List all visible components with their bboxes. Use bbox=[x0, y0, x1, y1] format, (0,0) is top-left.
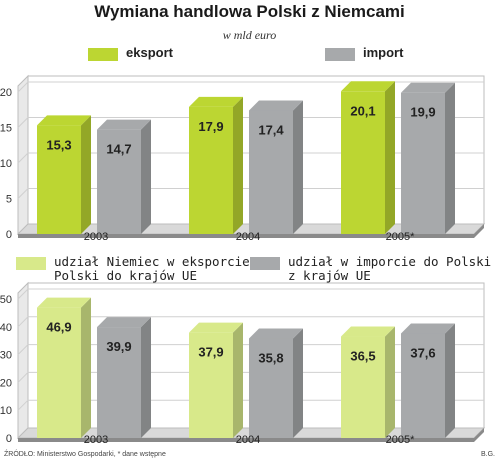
chart-1-bar-side bbox=[141, 317, 151, 438]
chart-1-ytick-label: 20 bbox=[0, 377, 12, 389]
chart-1-ytick-label: 0 bbox=[6, 433, 12, 445]
chart-0-bar-top bbox=[37, 115, 91, 126]
chart-0-bar-top bbox=[189, 96, 243, 107]
chart-1-bar bbox=[249, 338, 293, 438]
chart-1-value-label: 37,9 bbox=[198, 345, 223, 360]
chart-1-xtick-label: 2003 bbox=[84, 434, 108, 446]
legend-swatch-export-share bbox=[16, 257, 46, 270]
chart-0-ytick-label: 10 bbox=[0, 158, 12, 170]
chart-0-bar bbox=[37, 125, 81, 234]
legend-label-import: import bbox=[363, 45, 404, 60]
chart-1-bar bbox=[401, 333, 445, 438]
chart-1-bar-side bbox=[445, 323, 455, 438]
legend-label-export-share: udział Niemiec w eksporcie Polski do kra… bbox=[54, 255, 250, 283]
chart-0-bar-side bbox=[233, 96, 243, 234]
chart-0-bar-side bbox=[81, 115, 91, 234]
chart-1-bar-top bbox=[401, 323, 455, 334]
chart-1-ytick-label: 10 bbox=[0, 405, 12, 417]
chart-1-value-label: 35,8 bbox=[258, 350, 283, 365]
legend-label-export-share-line1: udział Niemiec w eksporcie bbox=[54, 254, 250, 269]
chart-1-value-label: 37,6 bbox=[410, 345, 435, 360]
chart-1-bar bbox=[189, 332, 233, 438]
legend-label-export-share-line2: Polski do krajów UE bbox=[54, 268, 197, 283]
chart-0-bar-top bbox=[401, 82, 455, 93]
chart-0-bar bbox=[249, 110, 293, 234]
chart-0-ytick-label: 15 bbox=[0, 123, 12, 135]
chart-0-bar-top bbox=[97, 119, 151, 130]
chart-1-value-label: 36,5 bbox=[350, 349, 375, 364]
legend-item-import: import bbox=[325, 46, 403, 61]
chart-1-xtick-label: 2005* bbox=[386, 434, 415, 446]
chart-1-bar-top bbox=[189, 322, 243, 333]
chart-0-bar bbox=[401, 92, 445, 235]
legend-label-eksport: eksport bbox=[126, 45, 173, 60]
chart-0-value-label: 20,1 bbox=[350, 103, 375, 118]
legend-swatch-import bbox=[325, 48, 355, 61]
chart-0-bar-side bbox=[445, 82, 455, 235]
chart-1-gridline bbox=[17, 288, 484, 300]
legend-item-import-share: udział w imporcie do Polski z krajów UE bbox=[250, 255, 491, 283]
chart-0-gridline bbox=[17, 81, 484, 93]
chart-0-bar bbox=[189, 106, 233, 234]
legend-swatch-import-share bbox=[250, 257, 280, 270]
chart-0-value-label: 17,9 bbox=[198, 119, 223, 134]
chart-1-gridline bbox=[17, 371, 484, 383]
chart-1-bar-top bbox=[37, 297, 91, 308]
chart-0-value-label: 19,9 bbox=[410, 105, 435, 120]
chart-0-bar-side bbox=[293, 100, 303, 235]
chart-0-gridline bbox=[17, 152, 484, 164]
chart-0-ytick-label: 0 bbox=[6, 229, 12, 241]
legend-item-eksport: eksport bbox=[88, 46, 173, 61]
chart-1-gridline bbox=[17, 344, 484, 355]
chart-1-xtick-label: 2004 bbox=[236, 434, 260, 446]
chart-1-ytick-label: 50 bbox=[0, 294, 12, 306]
chart-1-gridline bbox=[17, 316, 484, 328]
chart-0-bar bbox=[341, 91, 385, 234]
chart-0-value-label: 15,3 bbox=[46, 137, 71, 152]
chart-0-value-label: 17,4 bbox=[258, 122, 284, 137]
chart-1-bar-top bbox=[249, 328, 303, 339]
legend-label-import-share-line1: udział w imporcie do Polski bbox=[288, 254, 492, 269]
chart-0-bar-top bbox=[341, 81, 395, 92]
chart-0-gridline bbox=[17, 117, 484, 128]
chart-1-bar-side bbox=[385, 326, 395, 438]
chart-subtitle: w mld euro bbox=[222, 28, 277, 42]
chart-1-ytick-label: 40 bbox=[0, 322, 12, 334]
chart-1-gridline bbox=[17, 399, 484, 411]
legend-item-export-share: udział Niemiec w eksporcie Polski do kra… bbox=[16, 255, 250, 283]
legend-label-import-share: udział w imporcie do Polski z krajów UE bbox=[288, 255, 491, 283]
chart-0-xtick-label: 2005* bbox=[386, 231, 415, 243]
chart-1-bar-top bbox=[97, 317, 151, 328]
chart-title: Wymiana handlowa Polski z Niemcami bbox=[94, 2, 405, 21]
chart-0-bar-side bbox=[141, 119, 151, 234]
chart-0-bar-top bbox=[249, 100, 303, 111]
chart-1-bar bbox=[97, 327, 141, 438]
chart-0-xtick-label: 2003 bbox=[84, 231, 108, 243]
chart-1-floor-edge bbox=[18, 428, 484, 442]
legend-swatch-eksport bbox=[88, 48, 118, 61]
chart-1-value-label: 39,9 bbox=[106, 339, 131, 354]
chart-0-ytick-label: 5 bbox=[6, 194, 12, 206]
chart-1-bar bbox=[341, 336, 385, 438]
chart-0-value-label: 14,7 bbox=[106, 142, 131, 157]
chart-0-bar-side bbox=[385, 81, 395, 234]
chart-0-bar bbox=[97, 129, 141, 234]
source-note: ŹRÓDŁO: Ministerstwo Gospodarki, * dane … bbox=[4, 451, 166, 458]
chart-1-bar-top bbox=[341, 326, 395, 337]
chart-1-bar-side bbox=[233, 322, 243, 438]
chart-1-bar bbox=[37, 307, 81, 438]
chart-1-value-label: 46,9 bbox=[46, 320, 71, 335]
chart-1-ytick-label: 30 bbox=[0, 350, 12, 362]
chart-0-xtick-label: 2004 bbox=[236, 231, 260, 243]
chart-0-gridline bbox=[17, 188, 484, 199]
chart-1-bar-side bbox=[293, 328, 303, 438]
chart-1-side-wall bbox=[17, 281, 29, 440]
legend-label-import-share-line2: z krajów UE bbox=[288, 268, 371, 283]
author-credit: B.G. bbox=[480, 451, 495, 458]
chart-0-ytick-label: 20 bbox=[0, 87, 12, 99]
chart-1-bar-side bbox=[81, 297, 91, 438]
chart-0-floor-edge bbox=[18, 224, 484, 238]
